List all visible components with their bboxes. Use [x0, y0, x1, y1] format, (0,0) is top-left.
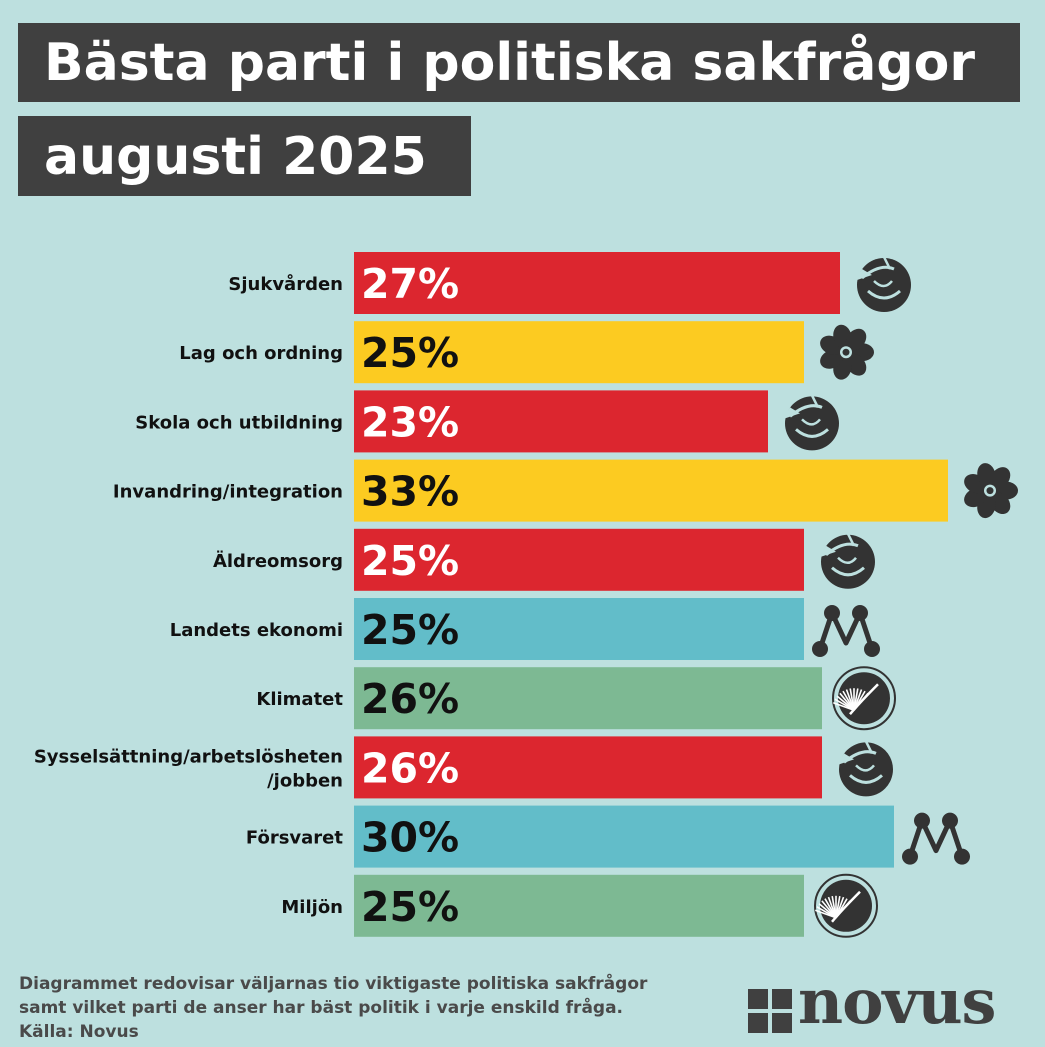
- value-label: 33%: [361, 468, 459, 516]
- novus-squares-icon: [748, 989, 792, 1033]
- category-label: Sjukvården: [228, 273, 343, 295]
- bar: [354, 252, 840, 314]
- value-label: 23%: [361, 398, 459, 446]
- category-label: Skola och utbildning: [135, 412, 343, 433]
- bar: [354, 805, 894, 868]
- value-label: 25%: [361, 537, 459, 585]
- value-label: 26%: [361, 744, 459, 792]
- category-label: Miljön: [281, 897, 343, 918]
- category-label: Landets ekonomi: [170, 620, 343, 641]
- bar: [354, 321, 804, 384]
- rose-icon: [782, 394, 839, 451]
- m-logo-icon: [902, 812, 970, 865]
- value-label: 30%: [361, 814, 459, 862]
- rose-icon: [818, 533, 875, 589]
- dandelion-icon: [814, 873, 878, 938]
- bar: [354, 528, 804, 591]
- novus-wordmark: novus: [798, 965, 996, 1038]
- bar: [354, 736, 822, 799]
- bar: [354, 598, 804, 660]
- value-label: 25%: [361, 883, 459, 931]
- flower-icon: [820, 324, 874, 380]
- bar: [354, 874, 804, 937]
- footnote-line-2: samt vilket parti de anser har bäst poli…: [19, 998, 624, 1018]
- m-logo-icon: [812, 605, 880, 657]
- category-label: Försvaret: [246, 828, 343, 849]
- footnote: Diagrammet redovisar väljarnas tio vikti…: [19, 972, 647, 1044]
- title-line-2: augusti 2025: [18, 116, 471, 196]
- source-label: Källa: Novus: [19, 1022, 139, 1042]
- category-label: Äldreomsorg: [213, 550, 343, 572]
- value-label: 27%: [361, 260, 459, 308]
- rose-icon: [836, 740, 893, 797]
- dandelion-icon: [832, 666, 896, 731]
- bar: [354, 390, 768, 453]
- value-label: 25%: [361, 606, 459, 654]
- category-label: Lag och ordning: [179, 343, 343, 364]
- bar-chart: Sjukvården 27% Lag och ordning 25% Skola och…: [34, 252, 1018, 938]
- value-label: 26%: [361, 675, 459, 723]
- flower-icon: [964, 463, 1018, 519]
- bar: [354, 459, 948, 522]
- footnote-line-1: Diagrammet redovisar väljarnas tio vikti…: [19, 974, 648, 994]
- category-label: Sysselsättning/arbetslösheten/jobben: [34, 746, 343, 791]
- bar: [354, 667, 822, 730]
- category-label: Invandring/integration: [113, 482, 343, 503]
- value-label: 25%: [361, 329, 459, 377]
- title-line-1: Bästa parti i politiska sakfrågor: [18, 23, 1020, 102]
- rose-icon: [854, 256, 911, 312]
- category-label: Klimatet: [256, 689, 343, 710]
